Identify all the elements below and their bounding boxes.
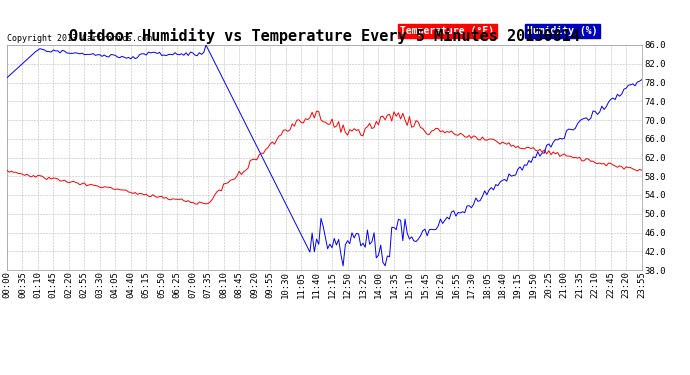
- Text: Temperature (°F): Temperature (°F): [400, 26, 495, 36]
- Title: Outdoor Humidity vs Temperature Every 5 Minutes 20130814: Outdoor Humidity vs Temperature Every 5 …: [69, 28, 580, 44]
- Text: Copyright 2013 Cartronics.com: Copyright 2013 Cartronics.com: [7, 34, 152, 43]
- Text: Humidity (%): Humidity (%): [527, 26, 598, 36]
